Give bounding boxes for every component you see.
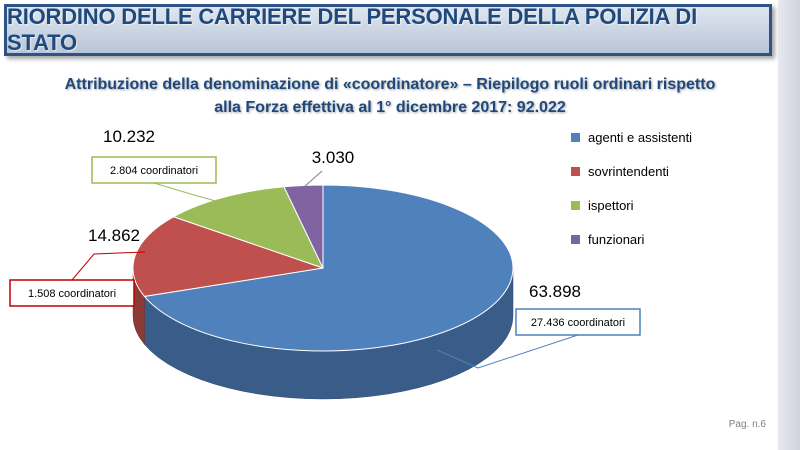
- value-leader-line: [303, 170, 323, 188]
- callout-leader-line: [436, 334, 579, 369]
- pie-slice-ispettori: [172, 186, 324, 269]
- chart-subtitle-line1: Attribuzione della denominazione di «coo…: [64, 76, 716, 93]
- legend-swatch: [571, 201, 580, 210]
- callout-box: [9, 279, 135, 307]
- callout-box: [515, 308, 641, 336]
- callout-coordinatori-label: 1.508 coordinatori: [28, 288, 116, 300]
- callout-box: [91, 156, 217, 184]
- callout-coordinatori-label: 27.436 coordinatori: [531, 317, 625, 329]
- slide-edge-decoration: [778, 0, 800, 450]
- legend-label: funzionari: [588, 232, 644, 247]
- legend-swatch: [571, 235, 580, 244]
- pie-slice-agenti-e-assistenti: [143, 184, 514, 352]
- pie-slice-sovrintendenti: [132, 216, 324, 297]
- legend-label: sovrintendenti: [588, 164, 669, 179]
- legend-label: agenti e assistenti: [588, 130, 692, 145]
- data-label-value: 63.898: [529, 282, 581, 301]
- header-banner: RIORDINO DELLE CARRIERE DEL PERSONALE DE…: [4, 4, 772, 56]
- page-title: RIORDINO DELLE CARRIERE DEL PERSONALE DE…: [7, 4, 697, 55]
- data-label-value: 10.232: [103, 127, 155, 146]
- callout-leader-line: [71, 251, 146, 281]
- legend-label: ispettori: [588, 198, 634, 213]
- legend-swatch: [571, 133, 580, 142]
- pie-slice-funzionari: [283, 184, 324, 269]
- callout-leader-line: [153, 182, 231, 206]
- page-number: Pag. n.6: [728, 419, 766, 430]
- chart-subtitle-line2: alla Forza effettiva al 1° dicembre 2017…: [214, 99, 566, 116]
- data-label-value: 14.862: [88, 226, 140, 245]
- legend-swatch: [571, 167, 580, 176]
- callout-coordinatori-label: 2.804 coordinatori: [110, 165, 198, 177]
- data-label-value: 3.030: [312, 148, 355, 167]
